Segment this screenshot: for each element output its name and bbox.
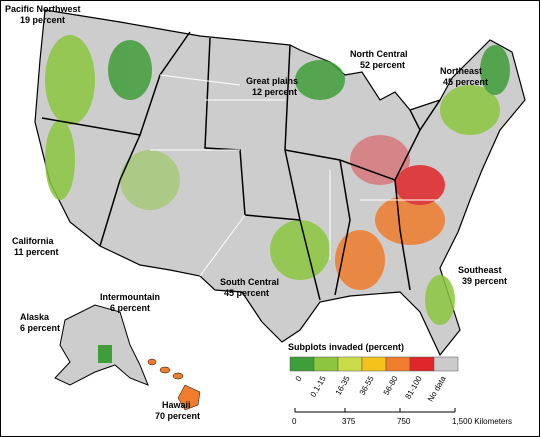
region-name: Alaska bbox=[20, 312, 50, 322]
us-outline bbox=[34, 9, 526, 357]
alaska-patch bbox=[98, 345, 112, 363]
region-percent: 45 percent bbox=[224, 288, 269, 298]
invasion-patches bbox=[45, 35, 510, 325]
region-name: California bbox=[12, 236, 55, 246]
region-percent: 6 percent bbox=[110, 303, 150, 313]
region-percent: 11 percent bbox=[14, 247, 59, 257]
region-name: Northeast bbox=[440, 66, 482, 76]
region-name: Southeast bbox=[458, 265, 502, 275]
legend-title: Subplots invaded (percent) bbox=[288, 342, 404, 352]
scale-label: 0 bbox=[292, 417, 297, 426]
legend-swatch bbox=[385, 356, 411, 372]
hawaii bbox=[147, 358, 201, 411]
state-lines bbox=[150, 74, 440, 277]
legend-swatch bbox=[433, 356, 459, 372]
scale-label: 750 bbox=[397, 417, 411, 426]
region-percent: 70 percent bbox=[155, 411, 200, 421]
legend-swatch bbox=[337, 356, 363, 372]
region-name: Great plains bbox=[246, 76, 298, 86]
region-percent: 39 percent bbox=[462, 276, 507, 286]
region-name: Hawaii bbox=[162, 400, 191, 410]
legend-swatch bbox=[361, 356, 387, 372]
legend-swatch bbox=[409, 356, 435, 372]
legend-swatch bbox=[313, 356, 339, 372]
scale-label: 375 bbox=[342, 417, 356, 426]
region-percent: 19 percent bbox=[20, 15, 65, 25]
scale-label: 1,500 Kilometers bbox=[452, 417, 512, 426]
region-name: North Central bbox=[350, 49, 408, 59]
region-percent: 52 percent bbox=[360, 60, 405, 70]
region-name: South Central bbox=[220, 277, 279, 287]
region-name: Intermountain bbox=[100, 292, 160, 302]
legend-label: 0 bbox=[294, 374, 304, 383]
legend-swatch bbox=[289, 356, 315, 372]
region-name: Pacific Northwest bbox=[5, 4, 81, 14]
region-percent: 45 percent bbox=[443, 77, 488, 87]
region-percent: 12 percent bbox=[252, 87, 297, 97]
region-percent: 6 percent bbox=[20, 323, 60, 333]
